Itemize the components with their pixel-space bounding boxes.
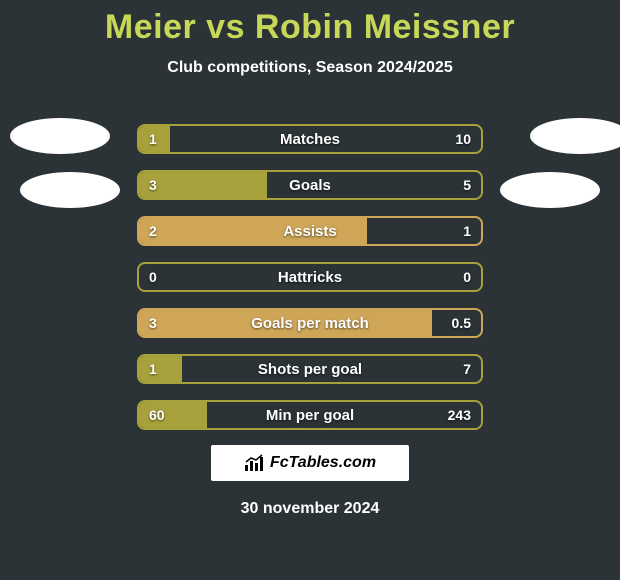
avatar xyxy=(20,172,120,208)
avatar xyxy=(500,172,600,208)
stat-row: 60Min per goal243 xyxy=(137,400,483,430)
stat-label: Goals xyxy=(139,172,481,198)
stat-value-right: 0.5 xyxy=(452,310,471,336)
stat-row: 0Hattricks0 xyxy=(137,262,483,292)
brand-logo-text: FcTables.com xyxy=(270,454,376,472)
stat-label: Goals per match xyxy=(139,310,481,336)
stat-row: 3Goals5 xyxy=(137,170,483,200)
stat-row: 3Goals per match0.5 xyxy=(137,308,483,338)
brand-logo: FcTables.com xyxy=(211,445,409,481)
stat-value-right: 10 xyxy=(455,126,471,152)
stat-row: 2Assists1 xyxy=(137,216,483,246)
avatar xyxy=(10,118,110,154)
chart-icon xyxy=(244,454,266,472)
stat-value-right: 1 xyxy=(463,218,471,244)
page-subtitle: Club competitions, Season 2024/2025 xyxy=(0,59,620,77)
stat-row: 1Matches10 xyxy=(137,124,483,154)
stat-label: Matches xyxy=(139,126,481,152)
stat-label: Min per goal xyxy=(139,402,481,428)
avatar xyxy=(530,118,620,154)
stats-container: 1Matches103Goals52Assists10Hattricks03Go… xyxy=(137,124,483,446)
stat-value-right: 7 xyxy=(463,356,471,382)
stat-value-right: 5 xyxy=(463,172,471,198)
stat-label: Shots per goal xyxy=(139,356,481,382)
stat-row: 1Shots per goal7 xyxy=(137,354,483,384)
stat-label: Hattricks xyxy=(139,264,481,290)
stat-value-right: 243 xyxy=(448,402,471,428)
footer-date: 30 november 2024 xyxy=(0,500,620,518)
stat-label: Assists xyxy=(139,218,481,244)
stat-value-right: 0 xyxy=(463,264,471,290)
page-title: Meier vs Robin Meissner xyxy=(0,0,620,47)
